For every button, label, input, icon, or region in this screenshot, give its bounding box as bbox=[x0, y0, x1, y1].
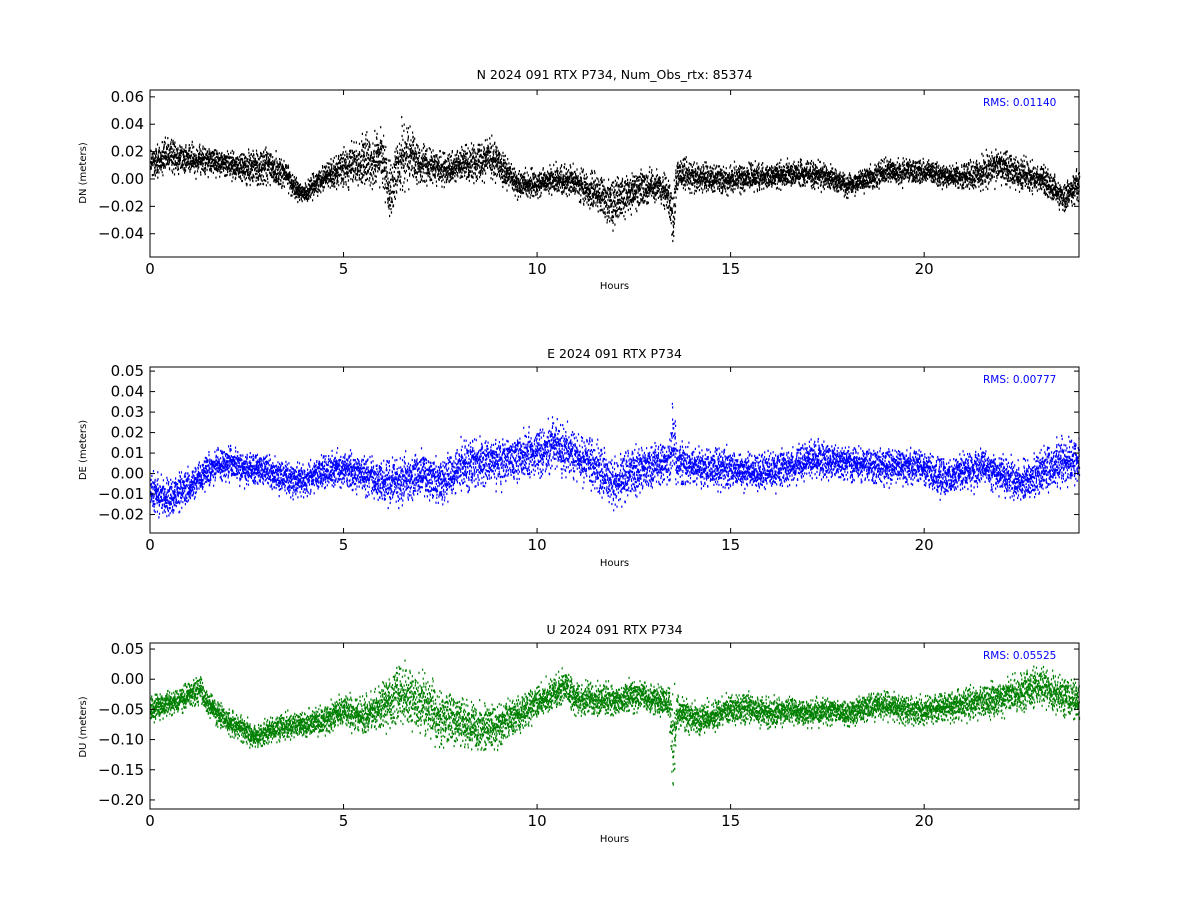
north-panel: N 2024 091 RTX P734, Num_Obs_rtx: 85374 … bbox=[78, 67, 1081, 292]
east-y-tick-label: 0.03 bbox=[111, 403, 144, 421]
up-x-tick-label: 20 bbox=[915, 812, 934, 830]
up-chart-title: U 2024 091 RTX P734 bbox=[546, 622, 682, 637]
east-y-tick-label: 0.02 bbox=[111, 424, 144, 442]
east-scatter-points bbox=[150, 402, 1081, 519]
east-x-axis-label: Hours bbox=[600, 558, 629, 569]
up-x-ticks: 0 5 10 15 20 bbox=[145, 643, 934, 830]
up-y-tick-label: −0.10 bbox=[98, 731, 144, 749]
north-x-tick-label: 15 bbox=[721, 260, 740, 278]
north-y-axis-label: DN (meters) bbox=[78, 142, 89, 204]
up-panel: U 2024 091 RTX P734 0 5 10 15 20 −0.20−0.15−… bbox=[78, 622, 1081, 845]
up-y-tick-label: −0.05 bbox=[98, 700, 144, 718]
north-y-tick-label: 0.04 bbox=[111, 115, 144, 133]
north-y-ticks: −0.04 −0.02 0.00 0.02 0.04 0.06 bbox=[98, 88, 1079, 243]
north-x-tick-label: 10 bbox=[528, 260, 547, 278]
east-x-tick-label: 5 bbox=[339, 536, 349, 554]
up-x-tick-label: 15 bbox=[721, 812, 740, 830]
up-x-tick-label: 0 bbox=[145, 812, 155, 830]
east-x-ticks: 0 5 10 15 20 bbox=[145, 367, 934, 554]
east-y-axis-label: DE (meters) bbox=[78, 420, 89, 480]
up-y-axis-label: DU (meters) bbox=[78, 696, 89, 757]
up-y-tick-label: −0.20 bbox=[98, 791, 144, 809]
east-plot-frame bbox=[149, 366, 1080, 534]
east-chart-title: E 2024 091 RTX P734 bbox=[547, 346, 682, 361]
north-y-tick-label: 0.00 bbox=[111, 170, 144, 188]
east-x-tick-label: 0 bbox=[145, 536, 155, 554]
up-y-tick-label: −0.15 bbox=[98, 761, 144, 779]
east-scatter-cloud bbox=[150, 402, 1081, 519]
east-x-tick-label: 10 bbox=[528, 536, 547, 554]
north-rms-annotation: RMS: 0.01140 bbox=[983, 97, 1056, 109]
east-x-tick-label: 20 bbox=[915, 536, 934, 554]
north-x-tick-label: 5 bbox=[339, 260, 349, 278]
up-x-axis-label: Hours bbox=[600, 834, 629, 845]
north-x-axis-label: Hours bbox=[600, 281, 629, 292]
north-x-tick-label: 20 bbox=[915, 260, 934, 278]
east-y-ticks: −0.02 −0.01 0.00 0.01 0.02 0.03 0.04 0.05 bbox=[98, 362, 1079, 524]
north-y-tick-label: 0.02 bbox=[111, 143, 144, 161]
up-y-tick-label: 0.00 bbox=[111, 670, 144, 688]
north-scatter-points bbox=[150, 116, 1081, 243]
up-y-tick-label: 0.05 bbox=[111, 640, 144, 658]
east-rms-annotation: RMS: 0.00777 bbox=[983, 374, 1056, 386]
east-y-tick-label: 0.01 bbox=[111, 444, 144, 462]
north-chart-title: N 2024 091 RTX P734, Num_Obs_rtx: 85374 bbox=[477, 67, 753, 82]
up-scatter-points bbox=[150, 659, 1081, 786]
east-y-tick-label: −0.01 bbox=[98, 485, 144, 503]
east-y-tick-label: 0.00 bbox=[111, 465, 144, 483]
up-x-tick-label: 10 bbox=[528, 812, 547, 830]
east-y-tick-label: −0.02 bbox=[98, 506, 144, 524]
up-y-ticks: −0.20 −0.15 −0.10 −0.05 0.00 0.05 bbox=[98, 640, 1079, 809]
north-plot-frame bbox=[149, 89, 1080, 258]
up-plot-frame bbox=[149, 642, 1080, 810]
east-panel: E 2024 091 RTX P734 0 5 10 15 20 −0.02−0.010… bbox=[78, 346, 1081, 569]
north-y-tick-label: 0.06 bbox=[111, 88, 144, 106]
east-y-tick-label: 0.05 bbox=[111, 362, 144, 380]
up-rms-annotation: RMS: 0.05525 bbox=[983, 650, 1056, 662]
east-x-tick-label: 15 bbox=[721, 536, 740, 554]
north-y-tick-label: −0.02 bbox=[98, 197, 144, 215]
north-x-ticks: 0 5 10 15 20 bbox=[145, 90, 934, 278]
east-y-tick-label: 0.04 bbox=[111, 383, 144, 401]
north-x-tick-label: 0 bbox=[145, 260, 155, 278]
north-scatter-cloud bbox=[150, 116, 1081, 243]
north-y-tick-label: −0.04 bbox=[98, 225, 144, 243]
up-scatter-cloud bbox=[150, 659, 1081, 786]
up-x-tick-label: 5 bbox=[339, 812, 349, 830]
